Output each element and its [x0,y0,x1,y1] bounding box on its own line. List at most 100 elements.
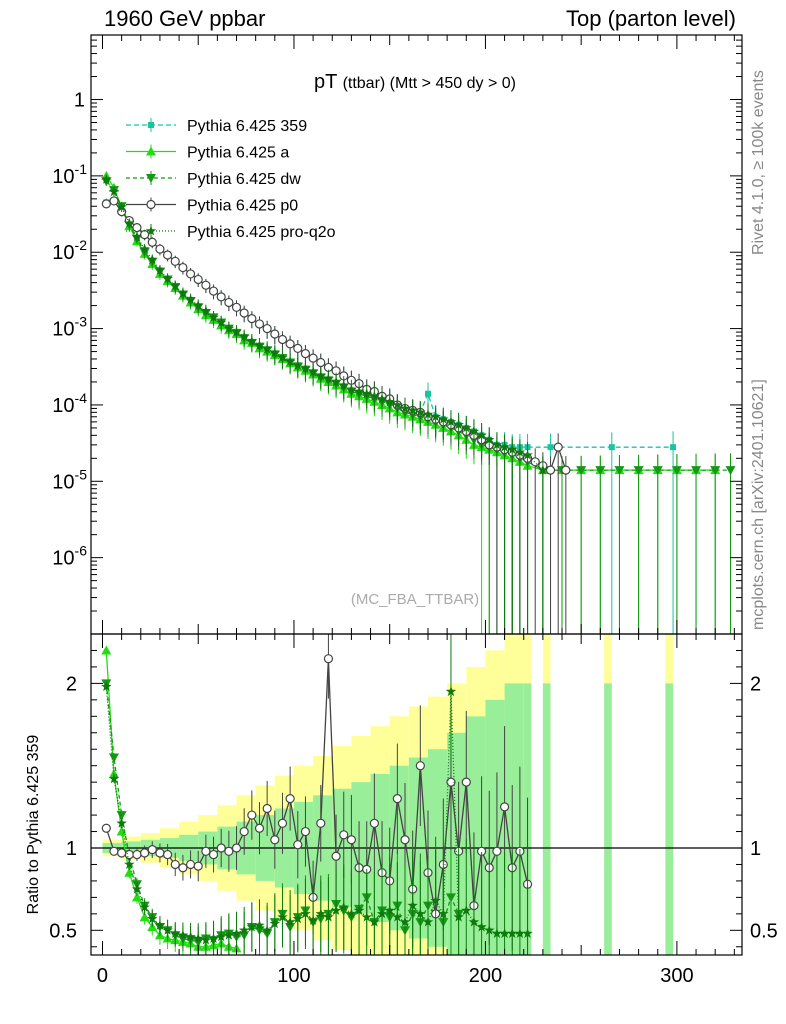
ratio-data-point [116,811,127,821]
main-data-point [101,199,111,209]
ratio-data-point [246,921,258,932]
ratio-band-inner [485,699,505,955]
main-ytick-label: 10-6 [52,543,87,570]
ratio-data-point [438,908,449,919]
ratio-data-point [231,843,242,853]
main-data-point [247,314,257,324]
ratio-data-point [339,830,349,840]
main-data-point [277,351,288,362]
legend-marker [145,225,157,236]
ratio-ytick-label-right: 1 [750,838,761,860]
legend-label: Pythia 6.425 359 [187,118,307,135]
main-data-point [284,356,296,366]
ratio-data-point [269,918,280,929]
main-data-point [330,376,342,387]
ratio-band-inner [466,716,486,955]
ratio-data-point [407,900,418,911]
ratio-extra-band-inner [604,683,612,955]
main-data-point [132,223,142,233]
ratio-band-inner [447,732,467,955]
ratio-data-point [177,929,189,940]
ratio-data-point [392,911,403,922]
ratio-data-point [109,846,119,856]
ratio-data-point [162,849,173,860]
main-data-point [254,340,265,350]
ratio-data-point [108,753,119,763]
main-data-point [269,347,280,358]
main-data-point [369,390,380,401]
main-data-point [361,388,372,399]
main-data-point [131,231,143,242]
ratio-data-point [131,892,142,902]
main-data-point [392,399,403,410]
ratio-data-point [430,895,441,906]
ratio-data-point [369,818,379,828]
main-ytick-label: 1 [74,90,85,112]
ratio-data-point [361,911,372,922]
main-data-point [315,370,326,381]
main-ytick-label: 10-4 [52,390,87,417]
ratio-series-line [105,650,237,950]
main-data-point [223,323,235,333]
ratio-data-point [492,846,502,856]
main-data-point [476,429,487,440]
main-data-point [254,319,265,329]
ratio-data-point [224,846,234,856]
ratio-data-point [193,933,204,943]
ratio-data-point [124,859,135,869]
ratio-data-point [292,913,303,924]
ratio-data-point [101,681,112,692]
main-data-point [445,416,457,427]
ratio-data-point [384,905,395,915]
ratio-data-point [170,928,181,938]
main-data-point [323,373,334,384]
main-data-point [453,419,464,430]
main-data-point [499,441,510,452]
main-data-point [147,237,157,247]
ratio-data-point [139,901,150,912]
ratio-data-point [415,761,425,771]
ratio-data-point [369,916,380,927]
ratio-data-point [300,908,311,919]
main-data-point [422,409,434,419]
ratio-data-point [247,810,257,820]
main-data-point [307,366,319,377]
ratio-data-point [262,803,272,814]
main-data-point [308,353,318,363]
main-data-point [608,444,615,451]
ratio-data-point [117,848,127,858]
ratio-data-point [514,928,526,938]
ratio-ytick-label-left: 1 [66,838,77,860]
main-data-point [185,269,196,279]
main-data-point [353,386,365,396]
ratio-ylabel: Ratio to Pythia 6.425 359 [25,735,42,915]
ratio-data-point [316,818,326,828]
main-data-point [101,173,112,184]
ratio-data-point [331,851,341,861]
main-data-point [201,280,211,290]
main-data-point [522,449,533,460]
ratio-data-point [132,849,142,860]
main-data-point [725,466,736,476]
main-data-point [193,300,204,311]
main-data-point [710,466,721,476]
legend-label: Pythia 6.425 p0 [187,198,298,215]
main-data-point [468,425,480,436]
ratio-data-point [124,849,134,860]
main-data-point [614,466,625,476]
main-data-point [415,406,426,417]
ratio-data-point [101,823,111,833]
ratio-data-point [147,845,157,855]
ratio-data-point [446,777,456,787]
main-series-line [105,175,716,471]
ratio-data-point [155,848,165,858]
main-data-point [407,404,418,415]
ratio-data-point [346,908,357,919]
ratio-frame [90,633,743,956]
main-data-point [270,329,280,339]
ratio-xtick-label: 0 [97,965,108,987]
ratio-data-point [399,916,411,927]
legend-label: Pythia 6.425 a [187,145,289,162]
ratio-data-point [323,654,334,664]
main-data-point [185,294,196,304]
